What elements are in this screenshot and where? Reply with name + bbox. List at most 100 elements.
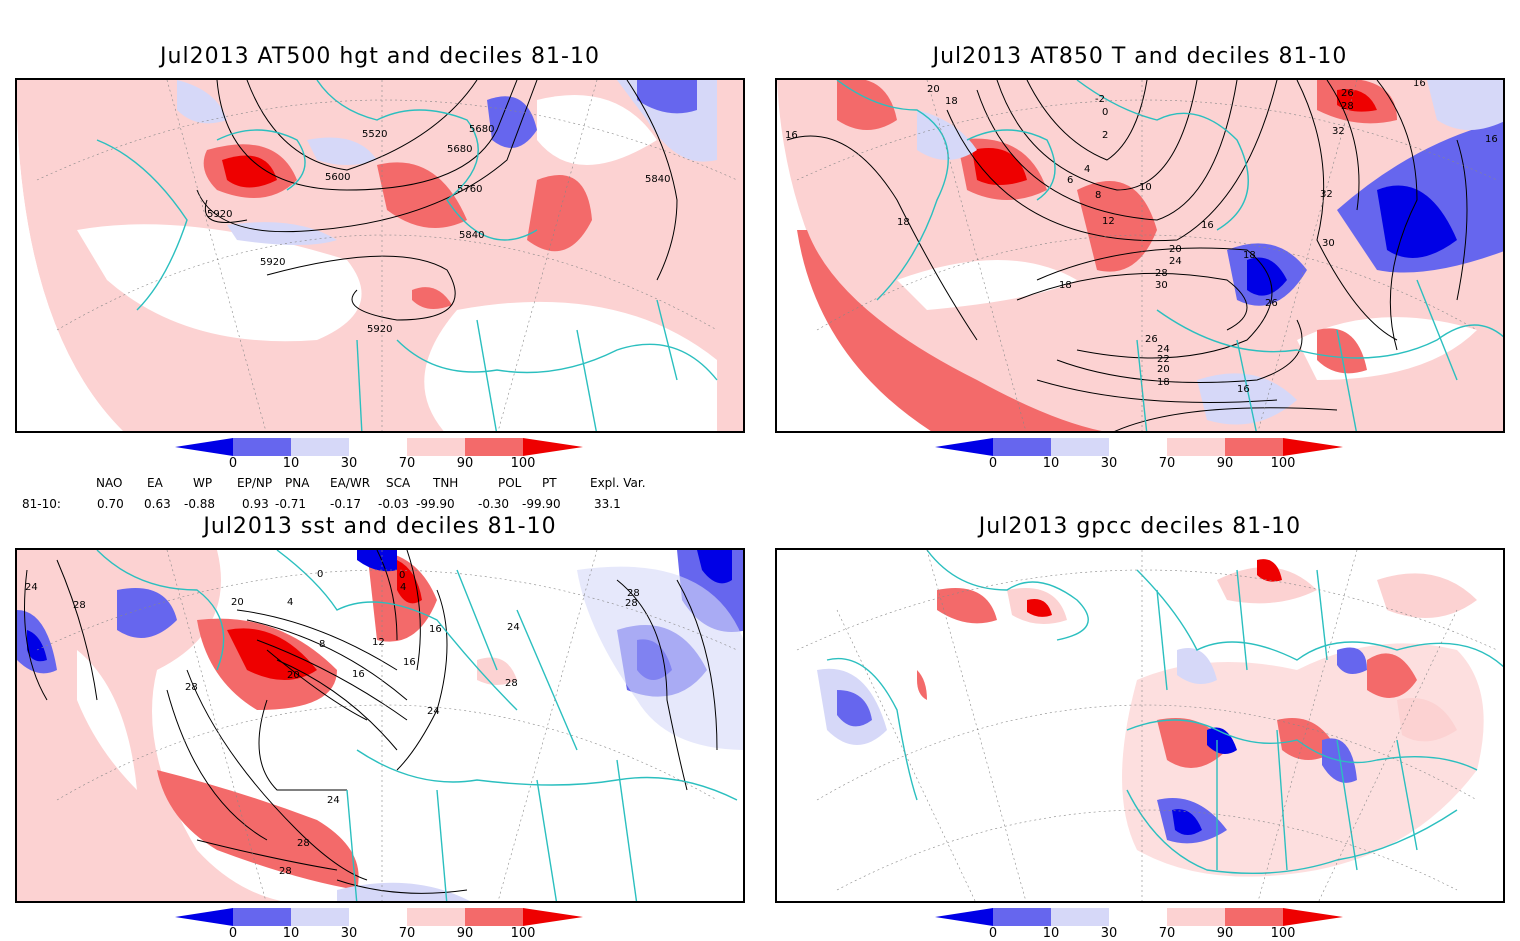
contour-label: 28	[627, 588, 640, 599]
map-panel-gpcc	[775, 548, 1505, 903]
index-value: -0.03	[378, 497, 410, 511]
colorbar-bin	[1167, 908, 1225, 926]
colorbar-bin	[1225, 438, 1283, 456]
colorbar-tick-label: 90	[456, 926, 474, 941]
shade-blue	[487, 96, 537, 148]
colorbar-tick-label: 100	[1270, 456, 1296, 471]
colorbar-tick-label: 30	[1100, 926, 1118, 941]
colorbar-bin	[993, 438, 1051, 456]
index-header: NAO	[96, 476, 123, 490]
contour-label: 16	[1485, 134, 1498, 145]
colorbar-tick-label: 10	[1042, 456, 1060, 471]
contour-label: 28	[279, 866, 292, 877]
contour-label: 18	[1243, 250, 1256, 261]
colorbar-graphic	[175, 438, 583, 456]
index-header: EA	[147, 476, 163, 490]
index-header: SCA	[386, 476, 411, 490]
index-value: -0.88	[184, 497, 216, 511]
colorbar-tick-label: 30	[1100, 456, 1118, 471]
colorbar-tick-label: 0	[988, 456, 998, 471]
contour-label: 32	[1320, 189, 1333, 200]
coastlines	[96, 80, 718, 431]
contour-label: 26	[1265, 298, 1278, 309]
shade-deep-red	[222, 155, 277, 188]
index-value: -0.17	[330, 497, 362, 511]
contour-label: 24	[427, 706, 440, 717]
index-header: POL	[498, 476, 522, 490]
index-header: TNH	[433, 476, 459, 490]
index-value: 0.93	[242, 497, 269, 511]
contour-label: 24	[327, 795, 340, 806]
colorbar-graphic	[175, 908, 583, 926]
colorbar-tick-label: 100	[510, 926, 536, 941]
colorbar-tick-label: 70	[398, 456, 416, 471]
contour-label: 16	[1237, 384, 1250, 395]
contour-lines	[786, 80, 1468, 431]
contour-label: 5920	[207, 209, 232, 220]
index-value: 33.1	[594, 497, 621, 511]
colorbar-tick-label: 0	[228, 456, 238, 471]
contour-label: 30	[1322, 238, 1335, 249]
colorbar-tick-label: 100	[1270, 926, 1296, 941]
contour-label: 28	[297, 838, 310, 849]
contour-label: 5840	[645, 174, 670, 185]
colorbar-tick-label: 90	[456, 456, 474, 471]
index-row-label: 81-10:	[22, 497, 61, 511]
colorbar-tick-label: 70	[398, 926, 416, 941]
index-header: WP	[193, 476, 213, 490]
colorbar-tick-label: 70	[1158, 456, 1176, 471]
colorbar-high-triangle	[1283, 438, 1343, 456]
graticule	[36, 550, 738, 901]
colorbar-bin	[1109, 438, 1167, 456]
coastlines	[826, 550, 1503, 875]
colorbar-low-triangle	[175, 438, 233, 456]
contour-label: 4	[1084, 164, 1090, 175]
contour-label: 20	[231, 597, 244, 608]
contour-label: 18	[1059, 280, 1072, 291]
colorbar-bin	[233, 908, 291, 926]
colorbar-bin	[1051, 438, 1109, 456]
contour-label: 8	[319, 639, 325, 650]
colorbar-high-triangle	[1283, 908, 1343, 926]
colorbar-tick-label: 90	[1216, 926, 1234, 941]
colorbar-bin	[407, 438, 465, 456]
colorbar-bin	[291, 908, 349, 926]
contour-label: 5600	[325, 172, 350, 183]
contour-label: 16	[352, 669, 365, 680]
contour-label: 26	[1341, 88, 1354, 99]
colorbar-tick-label: 0	[988, 926, 998, 941]
panel-title-sst: Jul2013 sst and deciles 81-10	[203, 514, 557, 539]
contour-label: 4	[400, 582, 406, 593]
colorbar-bin	[1051, 908, 1109, 926]
colorbar-graphic	[935, 438, 1343, 456]
contour-label: 24	[25, 582, 38, 593]
contour-label: 5520	[362, 129, 387, 140]
index-header: PNA	[285, 476, 310, 490]
colorbar-gpcc: 0 10 30 70 90 100	[935, 908, 1345, 941]
index-value: -0.30	[478, 497, 510, 511]
contour-label: 2	[1102, 130, 1108, 141]
colorbar-bin	[993, 908, 1051, 926]
contour-label: 12	[1102, 216, 1115, 227]
colorbar-bin	[1225, 908, 1283, 926]
contour-label: 28	[185, 682, 198, 693]
contour-label: 0	[399, 570, 405, 581]
contour-label: 28	[73, 600, 86, 611]
colorbar-bin	[465, 438, 523, 456]
colorbar-bin	[407, 908, 465, 926]
coastlines	[96, 550, 738, 901]
colorbar-tick-label: 30	[340, 926, 358, 941]
contour-label: -2	[1095, 94, 1105, 105]
colorbar-bin	[233, 438, 291, 456]
contour-label: 18	[1157, 377, 1170, 388]
index-value: 0.70	[97, 497, 124, 511]
colorbar-tick-label: 100	[510, 456, 536, 471]
contour-label: 28	[1341, 101, 1354, 112]
colorbar-sst: 0 10 30 70 90 100	[175, 908, 585, 941]
map-panel-sst: 24 28 20 0 4 8 12 16 20 28 24 28 28 28 2…	[15, 548, 745, 903]
contour-label: 18	[897, 217, 910, 228]
colorbar-high-triangle	[523, 908, 583, 926]
colorbar-tick-label: 10	[282, 926, 300, 941]
index-header: EP/NP	[237, 476, 273, 490]
contour-label: 8	[1095, 190, 1101, 201]
